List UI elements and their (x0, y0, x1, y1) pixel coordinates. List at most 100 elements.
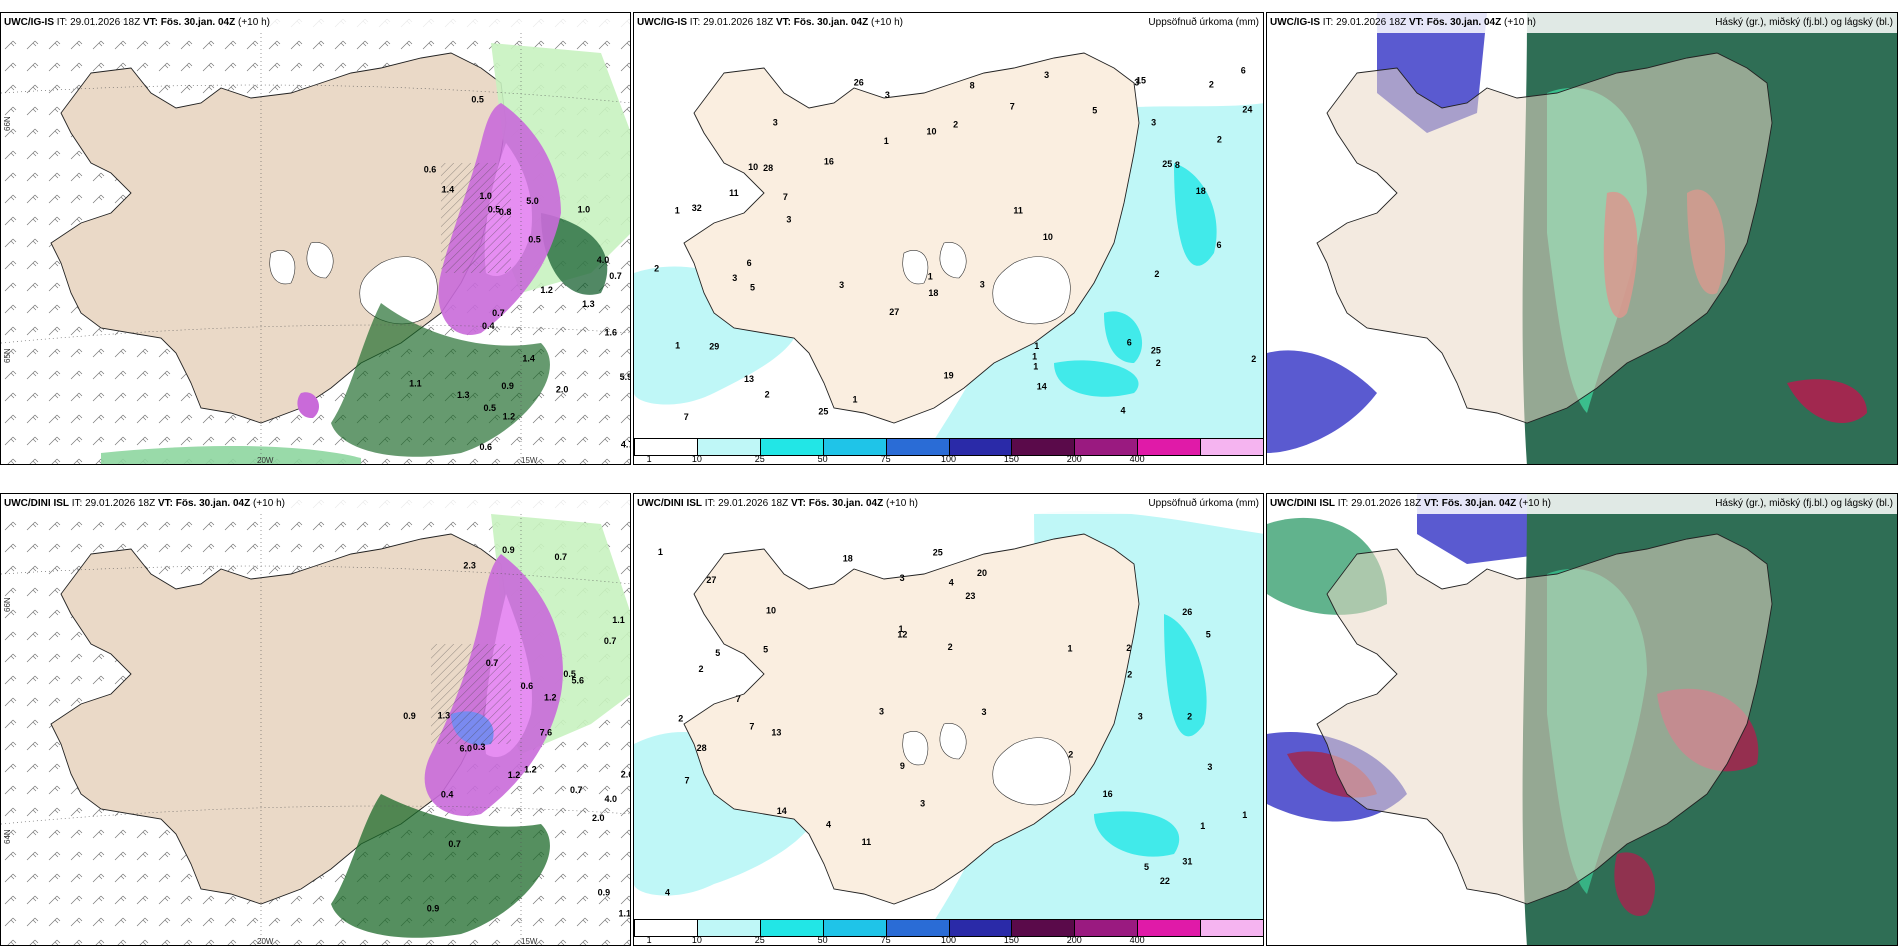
value-label: 26 (1182, 607, 1192, 617)
legend-tick: 1 (646, 935, 652, 945)
legend-swatch (759, 439, 823, 455)
value-label: 0.6 (521, 681, 534, 691)
legend-swatch (1137, 920, 1201, 936)
value-label: 10 (1043, 232, 1053, 242)
value-label: 28 (697, 743, 707, 753)
value-label: 4.0 (597, 255, 610, 265)
value-label: 0.9 (403, 711, 416, 721)
panel-top-wind: UWC/IG-IS IT: 29.01.2026 18Z VT: Fös. 30… (0, 12, 631, 465)
precip-values: 3 3 22455412213219423232218141652627283113… (658, 547, 1247, 897)
value-label: 2.3 (463, 561, 476, 571)
value-label: 6.0 (460, 744, 473, 754)
iceland-land (683, 533, 1140, 905)
legend-tick: 10 (691, 454, 702, 464)
legend-swatch (696, 920, 760, 936)
value-label: 4 (665, 887, 670, 897)
value-label: 18 (1196, 186, 1206, 196)
legend-swatch (885, 439, 949, 455)
legend-tick: 200 (1066, 454, 1082, 464)
value-label: 1.2 (524, 764, 537, 774)
graticule (1, 33, 630, 464)
value-label: 4.7 (621, 440, 631, 450)
panel-header: UWC/DINI ISL IT: 29.01.2026 18Z VT: Fös.… (634, 494, 1263, 514)
value-label: 2 (1217, 134, 1222, 144)
value-label: 3 (1044, 70, 1049, 80)
value-label: 25 (933, 548, 943, 558)
legend-tick: 1 (646, 454, 652, 464)
value-label: 6 (1241, 65, 1246, 75)
value-label: 3 (773, 118, 778, 128)
value-label: 1 (1032, 352, 1037, 362)
value-label: 16 (1103, 789, 1113, 799)
legend-swatch (759, 920, 823, 936)
value-label: 3 (839, 280, 844, 290)
value-label: 14 (777, 806, 787, 816)
value-label: 2 (765, 389, 770, 399)
iceland-land (1316, 533, 1773, 905)
value-label: 11 (1013, 206, 1023, 216)
value-label: 5 (1144, 862, 1149, 872)
value-label: 5.9 (620, 372, 631, 382)
value-label: 3 (786, 215, 791, 225)
legend-swatch (1074, 920, 1138, 936)
value-label: 1 (658, 547, 663, 557)
value-label: 0.3 (473, 742, 486, 752)
value-label: 0.8 (499, 207, 512, 217)
panel-header: UWC/IG-IS IT: 29.01.2026 18Z VT: Fös. 30… (1, 13, 630, 33)
panel-top-precip: UWC/IG-IS IT: 29.01.2026 18Z VT: Fös. 30… (633, 12, 1264, 465)
value-label: 5 (1092, 105, 1097, 115)
legend-swatch (634, 920, 697, 936)
value-label: 18 (928, 288, 938, 298)
value-label: 2.0 (592, 813, 605, 823)
value-label: 10 (927, 127, 937, 137)
legend-tick: 75 (880, 935, 891, 945)
value-label: 1 (1033, 361, 1038, 371)
value-label: 1.0 (479, 191, 492, 201)
value-label: 4.0 (605, 794, 618, 804)
value-label: 19 (944, 371, 954, 381)
value-label: 11 (862, 837, 872, 847)
panel-header: UWC/DINI ISL IT: 29.01.2026 18Z VT: Fös.… (1, 494, 630, 514)
legend-tick: 400 (1129, 454, 1145, 464)
value-label: 1.2 (503, 411, 516, 421)
legend-tick: 10 (691, 935, 702, 945)
legend-swatch (822, 439, 886, 455)
value-label: 10 (766, 605, 776, 615)
legend-tick: 50 (817, 454, 828, 464)
value-label: 7 (685, 775, 690, 785)
value-label: 2 (948, 642, 953, 652)
value-label: 0.5 (484, 403, 497, 413)
value-label: 0.5 (471, 94, 484, 104)
value-label: 27 (889, 307, 899, 317)
value-label: 3 (980, 280, 985, 290)
cloud-cover-map (1267, 13, 1897, 464)
legend-swatch (1200, 920, 1263, 936)
value-label: 25 (1162, 159, 1172, 169)
legend-swatch (822, 920, 886, 936)
legend-swatch (948, 920, 1012, 936)
value-label: 7 (1010, 102, 1015, 112)
value-label: 0.9 (598, 887, 611, 897)
panel-bottom-wind: UWC/DINI ISL IT: 29.01.2026 18Z VT: Fös.… (0, 493, 631, 946)
value-label: 1.3 (582, 299, 595, 309)
value-label: 32 (692, 203, 702, 213)
legend-swatch (1074, 439, 1138, 455)
value-label: 1.1 (619, 909, 632, 919)
value-label: 4 (826, 819, 831, 829)
lon-label: 20W (257, 456, 274, 465)
value-label: 1 (675, 341, 680, 351)
value-label: 23 (965, 591, 975, 601)
value-label: 0.7 (448, 839, 461, 849)
value-label: 1 (853, 395, 858, 405)
value-label: 25 (818, 407, 828, 417)
value-label: 2.0 (556, 384, 569, 394)
legend-swatch (696, 439, 760, 455)
value-label: 0.7 (570, 785, 583, 795)
legend-tick: 150 (1003, 454, 1019, 464)
value-label: 5 (715, 648, 720, 658)
legend-tick: 150 (1003, 935, 1019, 945)
legend-tick: 100 (940, 454, 957, 464)
value-label: 27 (706, 575, 716, 585)
value-label: 15 (1136, 76, 1146, 86)
